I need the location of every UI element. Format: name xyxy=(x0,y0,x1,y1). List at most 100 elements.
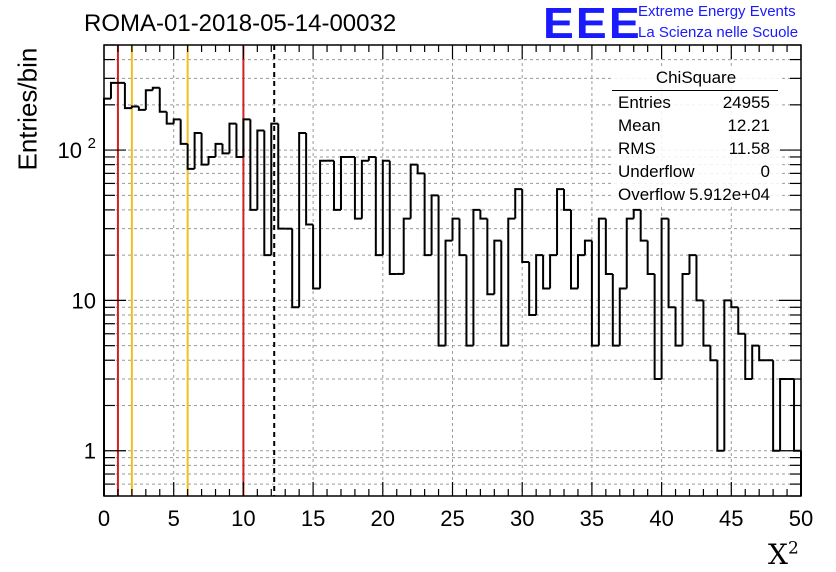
histogram-bin xyxy=(751,344,760,380)
histogram-bin xyxy=(249,119,258,211)
histogram-bin xyxy=(172,118,181,124)
x-axis-label-base: X xyxy=(768,538,788,571)
x-tick-label: 50 xyxy=(789,506,813,531)
histogram-bin xyxy=(772,360,781,452)
axis-ticks xyxy=(103,44,802,497)
histogram-bin xyxy=(604,218,613,275)
histogram-bin xyxy=(339,155,348,210)
y-tick-label-exponent: 2 xyxy=(88,135,96,152)
histogram-bin xyxy=(444,239,453,346)
histogram-bin xyxy=(716,360,725,452)
histogram-bin xyxy=(367,155,376,161)
histogram-bin xyxy=(277,123,286,230)
histogram-bin xyxy=(793,379,801,452)
histogram-bin xyxy=(388,160,397,275)
histogram-bin xyxy=(353,156,362,220)
histogram-bin xyxy=(242,118,251,157)
histogram-bin xyxy=(193,131,202,169)
histogram-bin xyxy=(381,159,390,256)
histogram-bin xyxy=(542,255,551,290)
histogram-bin xyxy=(758,345,767,362)
histogram-bin xyxy=(500,240,509,347)
histogram-bin xyxy=(451,217,460,241)
histogram-bin xyxy=(305,132,314,226)
histogram-bin xyxy=(576,254,585,289)
stats-key: Underflow xyxy=(618,162,695,181)
histogram-bin xyxy=(737,307,746,335)
histogram-bin xyxy=(235,123,244,158)
histogram-bin xyxy=(137,106,146,111)
histogram-bin xyxy=(702,300,711,347)
histogram-bin xyxy=(590,240,599,347)
histogram-bin xyxy=(723,299,732,451)
histogram-bin xyxy=(416,164,425,175)
histogram-bin xyxy=(646,240,655,275)
histogram-bin xyxy=(639,209,648,242)
y-tick-label: 1 xyxy=(84,439,96,464)
histogram-bin xyxy=(458,218,467,257)
histogram-bin xyxy=(319,159,328,289)
histogram-bin xyxy=(109,81,118,99)
x-axis-label: X2 xyxy=(768,538,799,571)
histogram-bin xyxy=(374,156,383,257)
histogram-bin xyxy=(437,195,446,347)
histogram-bin xyxy=(312,224,321,290)
histogram-bin xyxy=(151,86,160,91)
histogram-bin xyxy=(674,307,683,347)
x-axis-label-exponent: 2 xyxy=(787,538,799,559)
histogram-bin xyxy=(298,131,307,308)
histogram-bin xyxy=(583,239,592,256)
y-tick-label: 10 xyxy=(72,288,96,313)
histogram-bin xyxy=(179,119,188,145)
logo-subtitle-2: La Scienza nelle Scuole xyxy=(638,24,799,41)
run-title: ROMA-01-2018-05-14-00032 xyxy=(84,10,397,37)
histogram-bin xyxy=(103,97,111,496)
histogram-bin xyxy=(186,143,195,170)
histogram-bin xyxy=(667,218,676,309)
histogram-bin xyxy=(486,218,495,296)
histogram-bin xyxy=(158,87,167,113)
histogram-bin xyxy=(549,254,558,289)
histogram-bin xyxy=(660,217,669,380)
histogram-bin xyxy=(360,159,369,219)
stats-value: 12.21 xyxy=(727,116,770,135)
stats-value: 24955 xyxy=(722,93,770,112)
histogram-bin xyxy=(423,173,432,257)
histogram-bin xyxy=(730,300,739,309)
histogram-bin xyxy=(200,132,209,166)
histogram-bin xyxy=(681,272,690,346)
eee-logo: EEE xyxy=(543,0,642,48)
histogram-bin xyxy=(528,262,537,316)
histogram-bin xyxy=(653,273,662,381)
histogram-bin xyxy=(521,189,530,264)
histogram-bin xyxy=(688,254,697,274)
histogram-bin xyxy=(291,228,300,309)
x-tick-label: 45 xyxy=(719,506,743,531)
histogram-bin xyxy=(165,111,174,125)
histogram-bin xyxy=(493,239,502,295)
histogram-bin xyxy=(207,155,216,165)
histogram-bin xyxy=(263,130,272,257)
x-tick-label: 40 xyxy=(649,506,673,531)
histogram-bin xyxy=(556,188,565,256)
histogram-bin xyxy=(472,208,481,346)
histogram-bin xyxy=(144,89,153,110)
histogram-bin xyxy=(228,122,237,154)
y-axis-label: Entries/bin xyxy=(12,47,43,171)
x-tick-label: 10 xyxy=(231,506,255,531)
logo-subtitle-1: Extreme Energy Events xyxy=(638,3,796,20)
stats-value: 0 xyxy=(760,162,770,181)
histogram-bin xyxy=(744,333,753,381)
histogram-bin xyxy=(214,142,223,157)
stats-value: 11.58 xyxy=(728,139,770,158)
histogram-bin xyxy=(430,194,439,256)
stats-value: 5.912e+04 xyxy=(689,185,770,204)
histogram-bin xyxy=(709,345,718,362)
stats-divider xyxy=(612,90,778,91)
histogram-bin xyxy=(402,217,411,274)
histogram-bin xyxy=(409,163,418,219)
stats-title: ChiSquare xyxy=(655,68,737,87)
histogram-bin xyxy=(618,287,627,346)
x-tick-label: 15 xyxy=(301,506,325,531)
